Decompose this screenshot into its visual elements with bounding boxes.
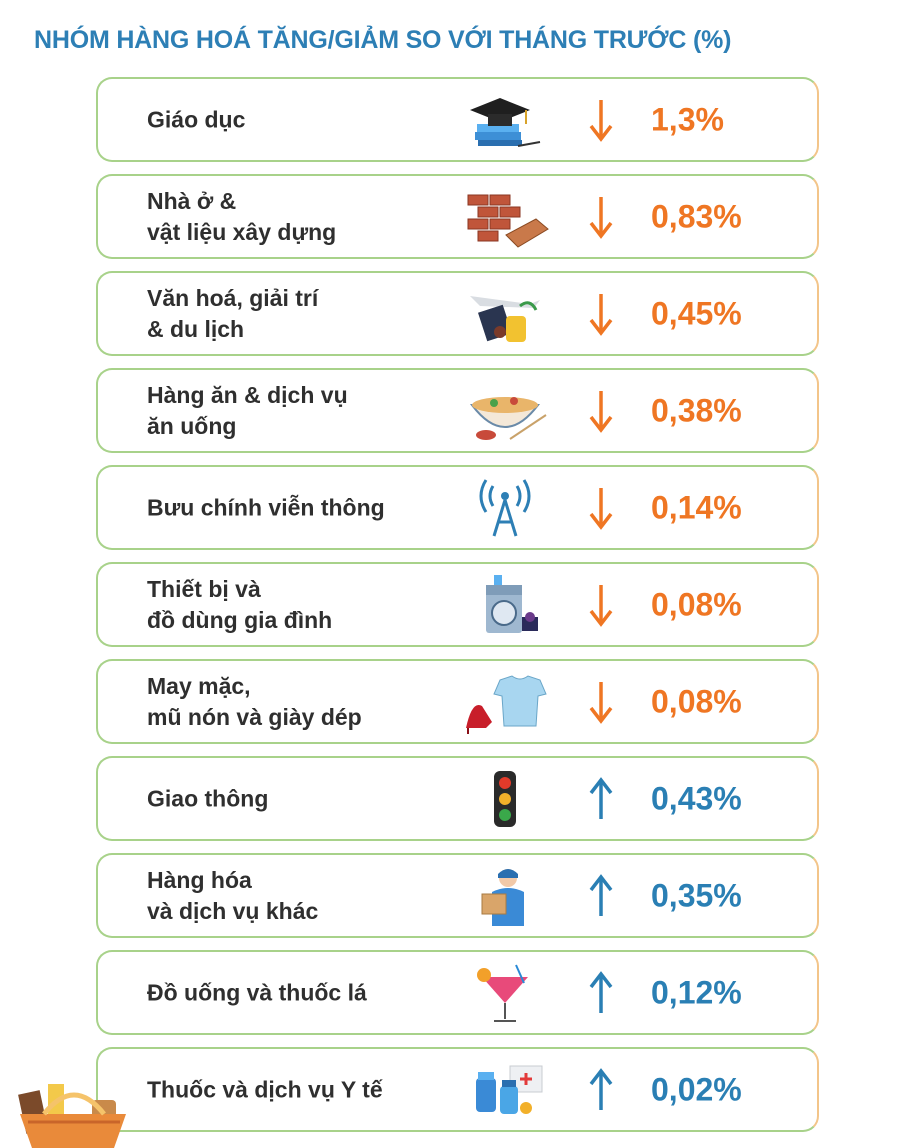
- change-value: 1,3%: [651, 101, 724, 137]
- category-row: Bưu chính viễn thông 0,14%: [96, 465, 819, 550]
- category-row: Văn hoá, giải trí & du lịch 0,45%: [96, 271, 819, 356]
- category-label: Hàng hóa và dịch vụ khác: [147, 865, 318, 927]
- change-value: 0,14%: [651, 489, 742, 525]
- arrow-up-icon: [589, 970, 613, 1013]
- category-label-line: mũ nón và giày dép: [147, 703, 362, 730]
- category-label: Giao thông: [147, 783, 268, 814]
- category-label: Bưu chính viễn thông: [147, 492, 385, 523]
- category-label: May mặc, mũ nón và giày dép: [147, 671, 362, 733]
- category-row: May mặc, mũ nón và giày dép 0,08%: [96, 659, 819, 744]
- category-label-line: & du lịch: [147, 315, 245, 342]
- medicine-bottles-icon: [476, 1065, 543, 1114]
- noodle-bowl-icon: [469, 396, 547, 440]
- change-value: 0,38%: [651, 392, 742, 428]
- category-list: Giáo dục 1,3% Nhà ở & vật liệu xây dựng 0,83…: [96, 77, 823, 1144]
- category-row: Thuốc và dịch vụ Y tế 0,02%: [96, 1047, 819, 1132]
- category-label: Đồ uống và thuốc lá: [147, 977, 367, 1008]
- category-row: Đồ uống và thuốc lá 0,12%: [96, 950, 819, 1035]
- category-label: Hàng ăn & dịch vụ ăn uống: [147, 380, 348, 442]
- category-label-line: Hàng ăn & dịch vụ: [147, 381, 348, 408]
- change-value: 0,02%: [651, 1071, 742, 1107]
- category-label-line: Hàng hóa: [147, 866, 252, 893]
- tshirt-heels-icon: [466, 674, 547, 734]
- category-label-line: Đồ uống và thuốc lá: [147, 979, 367, 1005]
- change-value: 0,12%: [651, 974, 742, 1010]
- category-row: Thiết bị và đồ dùng gia đình 0,08%: [96, 562, 819, 647]
- graduation-cap-books-icon: [470, 97, 541, 147]
- antenna-tower-icon: [479, 478, 531, 536]
- arrow-down-icon: [589, 390, 613, 433]
- cocktail-icon: [477, 964, 528, 1022]
- travel-plane-suitcase-icon: [470, 295, 540, 342]
- category-label-line: May mặc,: [147, 672, 251, 699]
- category-row: Hàng ăn & dịch vụ ăn uống 0,38%: [96, 368, 819, 453]
- category-row: Nhà ở & vật liệu xây dựng 0,83%: [96, 174, 819, 259]
- arrow-down-icon: [589, 99, 613, 142]
- change-value: 0,08%: [651, 683, 742, 719]
- arrow-up-icon: [589, 873, 613, 916]
- change-value: 0,45%: [651, 295, 742, 331]
- delivery-person-icon: [481, 868, 524, 926]
- category-label-line: vật liệu xây dựng: [147, 218, 337, 245]
- traffic-light-icon: [494, 770, 516, 827]
- category-label-line: Bưu chính viễn thông: [147, 494, 385, 520]
- arrow-down-icon: [589, 681, 613, 724]
- shopping-basket-icon: [18, 1084, 126, 1148]
- category-label-line: Thuốc và dịch vụ Y tế: [147, 1076, 383, 1102]
- washing-machine-icon: [486, 574, 538, 633]
- category-label: Văn hoá, giải trí & du lịch: [147, 283, 318, 345]
- category-row: Giao thông 0,43%: [96, 756, 819, 841]
- arrow-up-icon: [589, 1067, 613, 1110]
- category-row: Giáo dục 1,3%: [96, 77, 819, 162]
- category-label: Nhà ở & vật liệu xây dựng: [147, 186, 336, 248]
- category-label-line: Thiết bị và: [147, 575, 261, 602]
- change-value: 0,08%: [651, 586, 742, 622]
- arrow-up-icon: [589, 776, 613, 819]
- category-label-line: đồ dùng gia đình: [147, 606, 333, 633]
- category-label: Giáo dục: [147, 104, 245, 135]
- category-label: Thiết bị và đồ dùng gia đình: [147, 574, 332, 636]
- arrow-down-icon: [589, 584, 613, 627]
- category-row: Hàng hóa và dịch vụ khác 0,35%: [96, 853, 819, 938]
- page-title: NHÓM HÀNG HOÁ TĂNG/GIẢM SO VỚI THÁNG TRƯ…: [34, 26, 732, 54]
- change-value: 0,83%: [651, 198, 742, 234]
- category-label-line: Giáo dục: [147, 106, 246, 132]
- category-label-line: Văn hoá, giải trí: [147, 284, 319, 311]
- change-value: 0,35%: [651, 877, 742, 913]
- category-label-line: và dịch vụ khác: [147, 897, 319, 924]
- category-label-line: Nhà ở &: [147, 187, 237, 214]
- category-label: Thuốc và dịch vụ Y tế: [147, 1074, 383, 1105]
- category-label-line: ăn uống: [147, 412, 237, 439]
- arrow-down-icon: [589, 293, 613, 336]
- bricks-icon: [467, 194, 549, 248]
- arrow-down-icon: [589, 196, 613, 239]
- change-value: 0,43%: [651, 780, 742, 816]
- arrow-down-icon: [589, 487, 613, 530]
- category-label-line: Giao thông: [147, 785, 269, 811]
